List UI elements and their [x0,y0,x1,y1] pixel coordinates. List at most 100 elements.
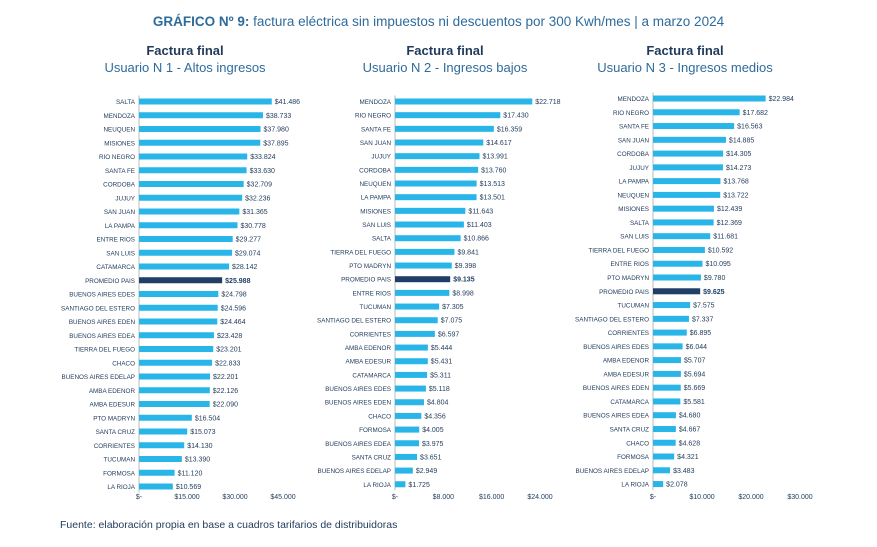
value-label: $6.895 [690,330,712,337]
category-label: MENDOZA [104,113,136,120]
value-label: $5.118 [429,386,450,393]
value-label: $14.305 [726,151,751,158]
bar [653,384,681,391]
value-label: $10.592 [708,247,733,254]
bar [395,358,428,365]
bar [139,387,210,394]
bar [653,219,714,226]
value-label: $1.725 [408,482,430,489]
value-label: $6.044 [686,344,708,351]
category-label: BUENOS AIRES EDEN [69,319,136,326]
value-label: $24.464 [220,319,245,326]
value-label: $5.444 [431,345,453,352]
value-label: $2.078 [666,482,688,489]
bar [653,357,681,364]
value-label: $28.142 [232,264,257,271]
value-label: $17.682 [743,110,768,117]
category-label: BUENOS AIRES EDEA [69,333,136,340]
value-label: $22.833 [215,360,240,367]
value-label: $7.575 [693,303,715,310]
bar [653,412,676,419]
value-label: $33.630 [250,168,275,175]
x-tick-label: $15.000 [174,494,199,501]
value-label: $4.680 [679,413,701,420]
bar [653,260,703,267]
value-label: $37.895 [263,140,288,147]
category-label: SALTA [630,220,650,227]
bar [395,440,420,447]
panel-3-header: Factura final Usuario N 3 - Ingresos med… [580,42,790,76]
value-label: $13.722 [723,192,748,199]
category-label: ENTRE RIOS [353,290,392,297]
category-label: SAN LUIS [106,250,135,257]
bar [653,109,740,116]
category-label: TIERRA DEL FUEGO [74,347,135,354]
bar [653,178,721,185]
panel-1-header: Factura final Usuario N 1 - Altos ingres… [85,42,285,76]
bar [653,136,726,143]
bar [139,401,210,407]
category-label: CATAMARCA [352,372,391,379]
value-label: $5.694 [684,371,706,378]
bar [653,274,701,281]
bar [395,453,418,460]
panel-1-title: Factura final [146,43,224,58]
value-label: $22.718 [535,99,560,106]
bar [139,291,219,297]
value-label: $14.885 [729,137,754,144]
panel-2-subtitle: Usuario N 2 - Ingresos bajos [362,60,528,75]
bar [139,194,243,201]
value-label: $31.365 [242,209,267,216]
bar [395,371,428,378]
bar [395,330,435,337]
x-tick-label: $30.000 [222,494,247,501]
value-label: $5.311 [430,372,451,379]
value-label: $14.273 [726,165,751,172]
value-label: $22.126 [213,388,238,395]
bar [395,344,428,351]
category-label: CATAMARCA [610,399,649,406]
panel-3-title: Factura final [646,43,724,58]
category-label: JUJUY [629,165,649,172]
bar [139,263,230,270]
bar [139,181,244,187]
category-label: NEUQUEN [360,181,392,188]
bar [395,112,501,119]
x-tick-label: $10.000 [689,494,714,501]
value-label: $12.369 [717,220,742,227]
value-label: $11.681 [713,234,738,241]
x-tick-label: $20.000 [738,494,763,501]
value-label: $23.201 [216,347,241,354]
bar [653,343,683,350]
category-label: PROMEDIO PAIS [85,278,135,285]
value-label: $10.866 [464,236,489,243]
bar [395,426,420,433]
category-label: TIERRA DEL FUEGO [588,247,649,254]
category-label: PTO MADRYN [607,275,649,282]
category-label: SANTA CRUZ [96,429,136,436]
category-label: FORMOSA [617,454,650,461]
value-label: $2.949 [416,468,438,475]
highlight-bar [653,288,701,295]
category-label: CORRIENTES [350,331,391,338]
value-label: $24.798 [221,292,246,299]
bar [395,317,438,324]
value-label: $14.130 [187,443,212,450]
bar [395,289,450,296]
value-label: $4.804 [427,400,449,407]
x-tick-label: $- [650,494,657,501]
bar [139,139,261,146]
bar [653,370,681,377]
bar [395,166,479,173]
value-label: $11.643 [468,208,493,215]
value-label: $33.824 [250,154,275,161]
bar [395,303,440,310]
bar [395,467,413,474]
x-tick-label: $45.000 [270,494,295,501]
category-label: AMBA EDESUR [604,371,650,378]
value-label: $7.075 [441,318,463,325]
value-label: $30.778 [240,223,265,230]
category-label: SAN JUAN [618,137,650,144]
bar [653,302,691,309]
